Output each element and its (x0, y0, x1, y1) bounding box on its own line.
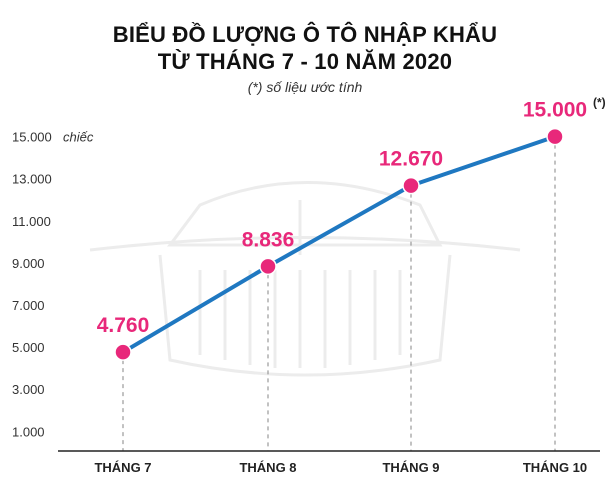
x-tick-label: THÁNG 7 (94, 460, 151, 475)
y-tick-label: 9.000 (12, 256, 45, 271)
data-markers (114, 127, 564, 361)
y-axis-ticks: 1.000 3.000 5.000 7.000 9.000 11.000 13.000 15.… (12, 130, 94, 440)
data-point (402, 176, 420, 195)
data-label: 15.000 (523, 99, 587, 122)
car-background-illustration (89, 181, 521, 377)
data-label: 4.760 (97, 314, 150, 337)
data-label: 8.836 (242, 228, 295, 251)
x-tick-label: THÁNG 9 (382, 460, 439, 475)
y-tick-label: 3.000 (12, 382, 45, 397)
y-tick-label: 13.000 (12, 172, 52, 187)
chart-title-line-1: BIỂU ĐỒ LƯỢNG Ô TÔ NHẬP KHẨU (112, 22, 498, 47)
x-tick-label: THÁNG 10 (523, 460, 587, 475)
data-labels: 4.760 8.836 12.670 15.000 (*) (97, 96, 606, 338)
chart-title-line-2: TỪ THÁNG 7 - 10 NĂM 2020 (157, 49, 453, 74)
y-tick-label: 1.000 (12, 424, 45, 439)
y-tick-label: 15.000 (12, 130, 52, 145)
data-point (546, 127, 564, 146)
drop-lines (122, 136, 556, 451)
x-tick-label: THÁNG 8 (239, 460, 296, 475)
y-tick-label: 11.000 (12, 214, 51, 229)
y-tick-label: 7.000 (12, 298, 45, 313)
y-tick-label: 5.000 (12, 340, 45, 355)
chart-subtitle: (*) số liệu ước tính (247, 79, 363, 95)
data-label: 12.670 (379, 148, 443, 171)
series-line (121, 134, 557, 355)
y-unit-label: chiếc (63, 130, 94, 145)
x-axis-ticks: THÁNG 7 THÁNG 8 THÁNG 9 THÁNG 10 (94, 460, 587, 475)
data-point (114, 343, 132, 361)
data-point (259, 257, 277, 276)
data-label-note: (*) (593, 96, 606, 110)
